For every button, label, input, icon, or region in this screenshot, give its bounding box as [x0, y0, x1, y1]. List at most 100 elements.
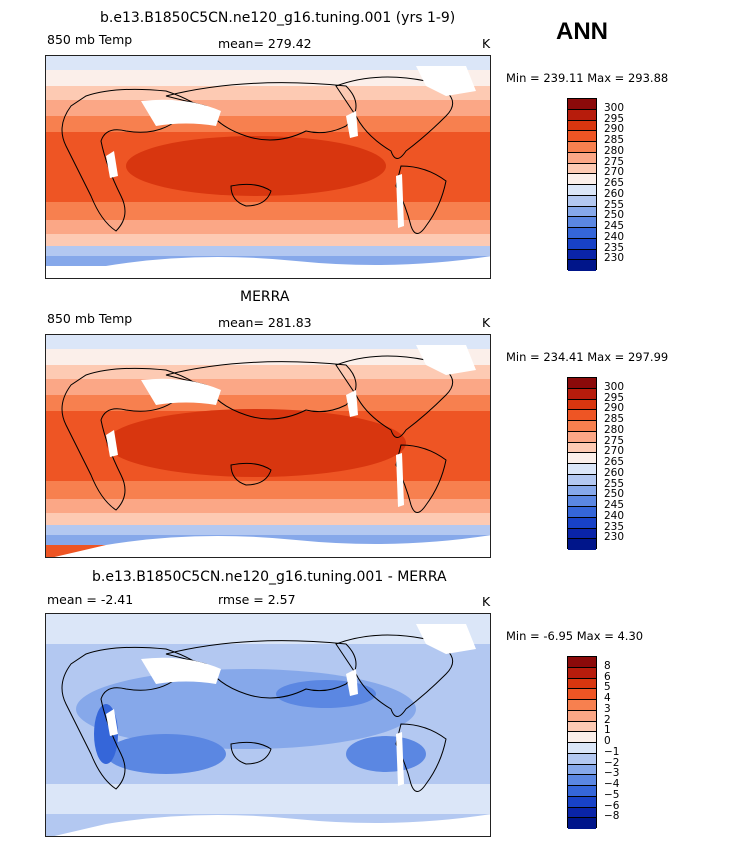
colorbar-swatch: [568, 195, 596, 207]
colorbar-tick-label: 265: [604, 456, 625, 468]
colorbar-swatch: [568, 807, 596, 819]
colorbar-swatch: [568, 99, 596, 110]
colorbar-tick-label: 275: [604, 434, 625, 447]
colorbar-tick-label: 295: [604, 112, 625, 125]
colorbar-tick-label: 4: [604, 692, 611, 704]
colorbar-tick-label: −8: [604, 810, 620, 823]
colorbar-tick-label: 290: [604, 123, 625, 136]
colorbar-tick-label: 270: [604, 445, 625, 458]
colorbar-swatch: [568, 689, 596, 700]
colorbar-swatch: [568, 710, 596, 722]
panel1-mean-label: mean= 279.42: [218, 36, 312, 51]
colorbar-tick-label: 235: [604, 241, 625, 254]
colorbar-tick-label: 240: [604, 509, 625, 522]
colorbar-tick-label: 280: [604, 423, 625, 436]
colorbar-tick-label: −5: [604, 788, 620, 801]
colorbar-tick-label: 260: [604, 466, 625, 479]
panel2-mean-label: mean= 281.83: [218, 315, 312, 330]
colorbar-tick-label: −2: [604, 756, 620, 769]
colorbar-swatch: [568, 753, 596, 765]
colorbar-swatch: [568, 507, 596, 518]
colorbar-swatch: [568, 464, 596, 475]
panel1-colorbar: [567, 98, 597, 271]
panel2-units-label: K: [482, 315, 491, 330]
colorbar-swatch: [568, 421, 596, 432]
panel1-title: b.e13.B1850C5CN.ne120_g16.tuning.001 (yr…: [100, 10, 456, 26]
colorbar-swatch: [568, 700, 596, 711]
colorbar-tick-label: 290: [604, 402, 625, 415]
colorbar-swatch: [568, 775, 596, 786]
colorbar-swatch: [568, 131, 596, 142]
colorbar-tick-label: 255: [604, 477, 625, 490]
panel1-minmax-label: Min = 239.11 Max = 293.88: [506, 71, 669, 85]
colorbar-tick-label: −1: [604, 745, 620, 758]
panel3-title: b.e13.B1850C5CN.ne120_g16.tuning.001 - M…: [92, 569, 447, 585]
colorbar-tick-label: 245: [604, 499, 625, 511]
colorbar-tick-label: 275: [604, 155, 625, 168]
colorbar-tick-label: 285: [604, 134, 625, 146]
colorbar-tick-label: 285: [604, 413, 625, 425]
colorbar-swatch: [568, 528, 596, 540]
panel3-colorbar: [567, 656, 597, 829]
panel2-map: [45, 334, 491, 558]
colorbar-tick-label: 270: [604, 166, 625, 179]
colorbar-swatch: [568, 120, 596, 132]
colorbar-tick-label: 280: [604, 144, 625, 157]
colorbar-tick-label: 3: [604, 702, 611, 715]
colorbar-swatch: [568, 378, 596, 389]
colorbar-swatch: [568, 109, 596, 121]
colorbar-tick-label: 230: [604, 531, 625, 544]
colorbar-tick-label: 0: [604, 735, 611, 747]
panel1-variable-label: 850 mb Temp: [47, 32, 133, 47]
colorbar-tick-label: 5: [604, 681, 611, 694]
colorbar-tick-label: 8: [604, 659, 611, 672]
colorbar-tick-label: 240: [604, 230, 625, 243]
colorbar-swatch: [568, 453, 596, 464]
season-label: ANN: [556, 18, 608, 45]
colorbar-swatch: [568, 442, 596, 454]
colorbar-swatch: [568, 410, 596, 421]
colorbar-swatch: [568, 238, 596, 250]
colorbar-swatch: [568, 206, 596, 218]
panel3-map: [45, 613, 491, 837]
colorbar-swatch: [568, 496, 596, 507]
colorbar-tick-label: −3: [604, 767, 620, 780]
colorbar-tick-label: 255: [604, 198, 625, 211]
colorbar-tick-label: 250: [604, 209, 625, 222]
colorbar-swatch: [568, 217, 596, 228]
panel2-variable-label: 850 mb Temp: [47, 311, 133, 326]
panel3-mean-label: mean = -2.41: [47, 592, 134, 607]
colorbar-tick-label: 260: [604, 187, 625, 200]
colorbar-swatch: [568, 657, 596, 668]
panel2-title: MERRA: [240, 289, 290, 305]
colorbar-swatch: [568, 399, 596, 411]
colorbar-swatch: [568, 743, 596, 754]
colorbar-swatch: [568, 260, 596, 271]
colorbar-swatch: [568, 163, 596, 175]
panel2-minmax-label: Min = 234.41 Max = 297.99: [506, 350, 669, 364]
colorbar-swatch: [568, 732, 596, 743]
panel3-units-label: K: [482, 594, 491, 609]
colorbar-swatch: [568, 667, 596, 679]
colorbar-tick-label: 300: [604, 101, 625, 114]
colorbar-tick-label: 1: [604, 724, 611, 737]
colorbar-swatch: [568, 185, 596, 196]
colorbar-tick-label: −4: [604, 778, 620, 790]
colorbar-tick-label: 250: [604, 488, 625, 501]
colorbar-swatch: [568, 539, 596, 550]
colorbar-swatch: [568, 786, 596, 797]
colorbar-swatch: [568, 142, 596, 153]
colorbar-tick-label: 265: [604, 177, 625, 189]
panel1-map: [45, 55, 491, 279]
colorbar-swatch: [568, 678, 596, 690]
colorbar-swatch: [568, 764, 596, 776]
panel3-minmax-label: Min = -6.95 Max = 4.30: [506, 629, 644, 643]
colorbar-tick-label: 230: [604, 252, 625, 265]
colorbar-swatch: [568, 485, 596, 497]
colorbar-swatch: [568, 721, 596, 733]
panel2-colorbar: [567, 377, 597, 550]
colorbar-swatch: [568, 228, 596, 239]
colorbar-tick-label: 295: [604, 391, 625, 404]
colorbar-swatch: [568, 431, 596, 443]
colorbar-tick-label: 235: [604, 520, 625, 533]
